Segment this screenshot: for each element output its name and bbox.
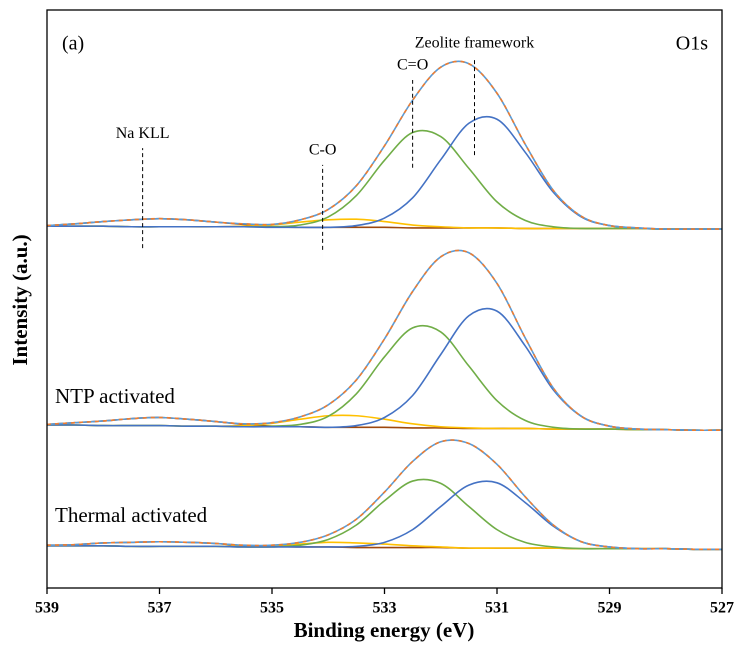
x-tick-label: 533 [373,600,397,617]
spectrum-data [46,60,722,230]
spectrum-line [46,439,723,551]
x-tick-label: 537 [148,600,172,617]
x-tick-label: 535 [260,600,284,617]
core-level: O1s [676,33,708,55]
spectrum-line [46,307,723,432]
spectrum-line [46,324,723,432]
annotation-label: C-O [309,142,337,159]
spectrum-data [46,439,723,551]
annotation-label: Na KLL [116,125,170,142]
annotation-label: Zeolite framework [415,35,535,52]
x-tick-label: 531 [485,600,509,617]
x-tick-label: 539 [35,600,59,617]
spectrum-data [46,249,723,432]
x-tick-label: 529 [598,600,622,617]
x-axis-label: Binding energy (eV) [294,618,475,642]
panel-tag: (a) [62,33,84,55]
panel-label: Thermal activated [55,503,208,527]
panel-label: NTP activated [55,384,175,408]
x-tick-label: 527 [710,600,734,617]
y-axis-label: Intensity (a.u.) [8,234,32,365]
annotation-label: C=O [397,57,428,74]
